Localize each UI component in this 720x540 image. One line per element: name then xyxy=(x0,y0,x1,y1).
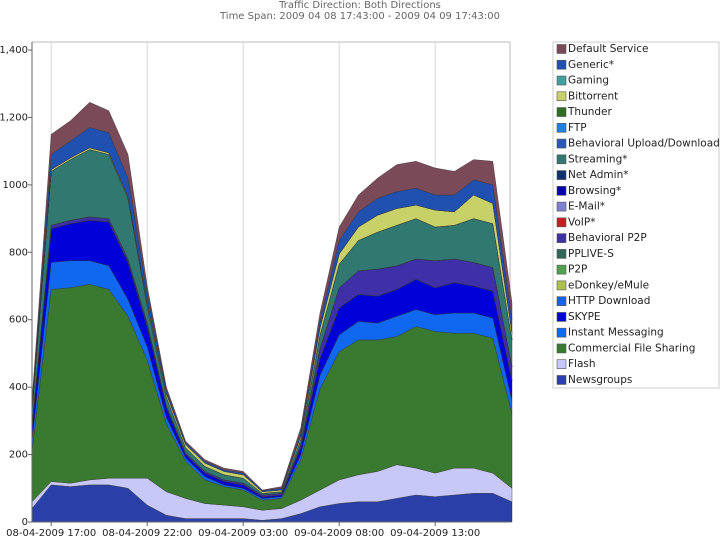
legend-label: Behavioral Upload/Download xyxy=(568,138,720,150)
x-tick-label: 09-04-2009 03:00 xyxy=(198,528,288,539)
legend-swatch xyxy=(556,233,567,243)
legend-swatch xyxy=(556,280,567,291)
legend-label: P2P xyxy=(568,264,587,276)
x-tick-label: 08-04-2009 17:00 xyxy=(6,528,96,539)
legend-label: FTP xyxy=(568,122,587,134)
x-tick-label: 08-04-2009 22:00 xyxy=(102,528,192,539)
legend-label: E-Mail* xyxy=(568,201,605,213)
legend-swatch xyxy=(556,107,567,117)
chart-title: Traffic Direction: Both Directions xyxy=(278,0,441,11)
legend-label: Flash xyxy=(568,358,596,370)
legend-swatch xyxy=(556,154,567,165)
legend-swatch xyxy=(556,123,567,133)
legend-label: Streaming* xyxy=(568,153,627,165)
y-tick-label: 800 xyxy=(9,247,28,258)
legend-label: Instant Messaging xyxy=(568,327,664,339)
chart-subtitle: Time Span: 2009 04 08 17:43:00 - 2009 04… xyxy=(219,11,500,22)
legend-label: eDonkey/eMule xyxy=(568,279,649,291)
y-tick-label: 200 xyxy=(9,450,28,461)
legend-swatch xyxy=(556,312,567,322)
legend-label: HTTP Download xyxy=(568,295,650,307)
legend-swatch xyxy=(556,138,567,149)
legend-label: Newsgroups xyxy=(568,374,632,386)
legend-swatch xyxy=(556,170,567,180)
legend-swatch xyxy=(556,217,567,228)
legend-swatch xyxy=(556,75,567,86)
legend-swatch xyxy=(556,249,567,259)
legend-label: Default Service xyxy=(568,43,649,55)
legend-label: Thunder xyxy=(567,106,613,118)
x-tick-label: 09-04-2009 13:00 xyxy=(390,528,480,539)
legend-label: Bittorrent xyxy=(568,90,618,102)
legend-swatch xyxy=(556,44,567,54)
legend-label: Gaming xyxy=(568,75,609,87)
y-tick-label: 1,200 xyxy=(0,112,28,123)
legend-label: Commercial File Sharing xyxy=(568,342,695,354)
legend-label: Behavioral P2P xyxy=(568,232,647,244)
legend-swatch xyxy=(556,201,567,212)
legend-label: PPLIVE-S xyxy=(568,248,614,260)
legend-swatch xyxy=(556,359,567,370)
legend-label: SKYPE xyxy=(568,311,601,323)
legend-swatch xyxy=(556,327,567,338)
y-tick-label: 400 xyxy=(9,382,28,393)
x-tick-label: 09-04-2009 08:00 xyxy=(294,528,384,539)
area xyxy=(31,102,513,491)
legend-label: Net Admin* xyxy=(568,169,628,181)
legend-label: Browsing* xyxy=(568,185,621,197)
legend-swatch xyxy=(556,91,567,102)
legend-swatch xyxy=(556,343,567,354)
y-tick-label: 1,400 xyxy=(0,45,28,56)
y-tick-label: 0 xyxy=(22,517,28,528)
y-tick-label: 1000 xyxy=(3,180,28,191)
legend-label: Generic* xyxy=(568,59,614,71)
legend-swatch xyxy=(556,375,567,385)
legend-swatch xyxy=(556,186,567,196)
legend-label: VoIP* xyxy=(568,216,595,228)
legend-box xyxy=(552,41,720,389)
legend-swatch xyxy=(556,264,567,275)
legend-swatch xyxy=(556,296,567,306)
legend-swatch xyxy=(556,59,567,70)
y-tick-label: 600 xyxy=(9,315,28,326)
